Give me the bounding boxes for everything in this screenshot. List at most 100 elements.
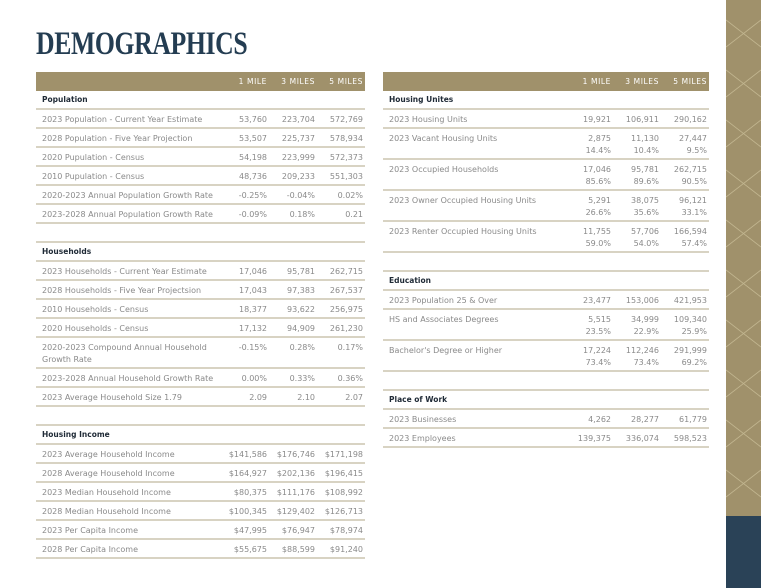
- value-cell: 97,383: [269, 285, 317, 297]
- table-row: 2023 Owner Occupied Housing Units 5,291 26…: [383, 191, 709, 222]
- value: 209,233: [281, 172, 315, 181]
- value-cell: 2,875 14.4%: [561, 133, 613, 157]
- value: 106,911: [625, 115, 659, 124]
- percent: 73.4%: [633, 358, 659, 367]
- row-label: 2023 Owner Occupied Housing Units: [389, 196, 537, 205]
- value-cell: 209,233: [269, 171, 317, 183]
- table-row: 2023 Businesses 4,262 28,277 61,779: [383, 410, 709, 429]
- table-row: 2023 Employees 139,375 336,074 598,523: [383, 429, 709, 448]
- value-cell: 5,291 26.6%: [561, 195, 613, 219]
- value: $126,713: [324, 507, 363, 516]
- value-cell: 262,715: [317, 266, 365, 278]
- value: 53,507: [239, 134, 267, 143]
- value-cell: 0.02%: [317, 190, 365, 202]
- value-cell: 225,737: [269, 133, 317, 145]
- value: 290,162: [673, 115, 707, 124]
- value: 54,198: [239, 153, 267, 162]
- percent: 69.2%: [681, 358, 707, 367]
- page-title: DEMOGRAPHICS: [36, 26, 248, 62]
- decorative-pattern-strip: [726, 0, 761, 516]
- table-row: 2028 Population - Five Year Projection 53…: [36, 129, 365, 148]
- row-label: 2010 Pupulation - Census: [42, 172, 145, 181]
- row-label: 2023-2028 Annual Population Growth Rate: [42, 210, 213, 219]
- row-label: 2023 Average Household Size 1.79: [42, 393, 182, 402]
- value-cell: $129,402: [269, 506, 317, 518]
- value-cell: -0.04%: [269, 190, 317, 202]
- value-cell: 5,515 23.5%: [561, 314, 613, 338]
- diamond-pattern-icon: [726, 19, 761, 498]
- column-header: 1 MILE: [238, 77, 267, 86]
- table-row: 2023 Occupied Households 17,046 85.6% 95,78…: [383, 160, 709, 191]
- value: 262,715: [329, 267, 363, 276]
- value: 572,373: [329, 153, 363, 162]
- value: 0.17%: [337, 343, 363, 352]
- value-cell: $111,176: [269, 487, 317, 499]
- value: $176,746: [276, 450, 315, 459]
- value: 256,975: [329, 305, 363, 314]
- table-row: 2023 Average Household Income $141,586 $17…: [36, 445, 365, 464]
- value-cell: 96,121 33.1%: [661, 195, 709, 219]
- percent: 35.6%: [633, 208, 659, 217]
- value: 17,046: [583, 165, 611, 174]
- value: 95,781: [631, 165, 659, 174]
- value-cell: 166,594 57.4%: [661, 226, 709, 250]
- value-cell: $55,675: [217, 544, 269, 556]
- percent: 89.6%: [633, 177, 659, 186]
- value: 267,537: [329, 286, 363, 295]
- value: 5,291: [588, 196, 611, 205]
- table-row: HS and Associates Degrees 5,515 23.5% 34,99…: [383, 310, 709, 341]
- value-cell: 112,246 73.4%: [613, 345, 661, 369]
- table-row: 2023 Population 25 & Over 23,477 153,006 42…: [383, 291, 709, 310]
- value-cell: 11,130 10.4%: [613, 133, 661, 157]
- value-cell: 53,760: [217, 114, 269, 126]
- value: 53,760: [239, 115, 267, 124]
- value-cell: 17,132: [217, 323, 269, 335]
- value-cell: 572,373: [317, 152, 365, 164]
- value-cell: 11,755 59.0%: [561, 226, 613, 250]
- value-cell: 267,537: [317, 285, 365, 297]
- value: $111,176: [276, 488, 315, 497]
- value-cell: 291,999 69.2%: [661, 345, 709, 369]
- value-cell: 572,769: [317, 114, 365, 126]
- value-cell: 48,736: [217, 171, 269, 183]
- row-label: 2023 Average Household Income: [42, 450, 175, 459]
- row-label: 2023 Renter Occupied Housing Units: [389, 227, 537, 236]
- value: 61,779: [679, 415, 707, 424]
- value-cell: 421,953: [661, 295, 709, 307]
- value: 2,875: [588, 134, 611, 143]
- row-label: 2020-2023 Annual Population Growth Rate: [42, 191, 213, 200]
- row-label: 2028 Average Household Income: [42, 469, 175, 478]
- value: 223,999: [281, 153, 315, 162]
- table-row: 2023 Population - Current Year Estimate 5…: [36, 110, 365, 129]
- value-cell: $100,345: [217, 506, 269, 518]
- table-row: 2023 Per Capita Income $47,995 $76,947 $78,…: [36, 521, 365, 540]
- value-cell: -0.25%: [217, 190, 269, 202]
- value-cell: 223,704: [269, 114, 317, 126]
- value-cell: 95,781: [269, 266, 317, 278]
- value: 93,622: [287, 305, 315, 314]
- value: 0.33%: [289, 374, 315, 383]
- value: $91,240: [329, 545, 363, 554]
- value: 598,523: [673, 434, 707, 443]
- value-cell: 27,447 9.5%: [661, 133, 709, 157]
- value: $196,415: [324, 469, 363, 478]
- column-header: 1 MILE: [582, 77, 611, 86]
- row-label: 2023 Vacant Housing Units: [389, 134, 498, 143]
- value: 95,781: [287, 267, 315, 276]
- value-cell: 551,303: [317, 171, 365, 183]
- value-cell: 23,477: [561, 295, 613, 307]
- value: 0.18%: [289, 210, 315, 219]
- value-cell: 578,934: [317, 133, 365, 145]
- value-cell: 0.00%: [217, 373, 269, 385]
- value-cell: 94,909: [269, 323, 317, 335]
- value: 18,377: [239, 305, 267, 314]
- table-row: 2023 Households - Current Year Estimate 1…: [36, 262, 365, 281]
- table-row: 2023 Housing Units 19,921 106,911 290,162: [383, 110, 709, 129]
- value: $78,974: [329, 526, 363, 535]
- table-row: 2010 Pupulation - Census 48,736 209,233 551…: [36, 167, 365, 186]
- value: 27,447: [679, 134, 707, 143]
- table-row: 2028 Median Household Income $100,345 $129…: [36, 502, 365, 521]
- row-label: 2010 Households - Census: [42, 305, 149, 314]
- table-row: 2023 Vacant Housing Units 2,875 14.4% 11,13…: [383, 129, 709, 160]
- value: 2.07: [345, 393, 363, 402]
